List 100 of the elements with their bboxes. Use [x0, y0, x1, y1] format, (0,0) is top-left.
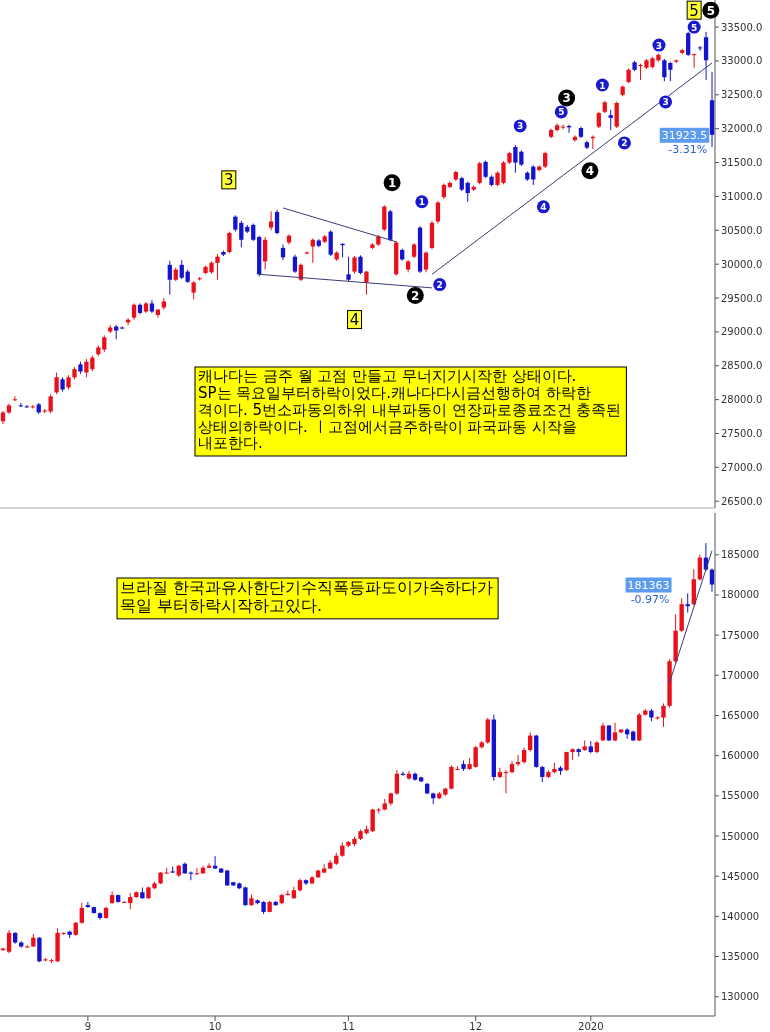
y-tick-label: 32500.0 [721, 89, 763, 101]
y-tick-label: 30000.0 [721, 258, 763, 270]
wave-label: 3 [558, 89, 576, 107]
y-tick-label: 165000 [721, 709, 760, 721]
y-tick-label: 30500.0 [721, 224, 763, 236]
y-tick-label: 28000.0 [721, 394, 763, 406]
y-tick-label: 170000 [721, 669, 760, 681]
candlestick [560, 124, 566, 130]
x-tick-label: 10 [208, 1021, 222, 1032]
candlestick [692, 53, 697, 69]
wave-label: 3 [513, 119, 527, 133]
wave-label: 5 [702, 1, 720, 19]
wave-label: 1 [595, 78, 609, 92]
annotation: 1 [418, 197, 425, 208]
candlestick [358, 254, 363, 275]
candlestick [328, 229, 333, 257]
y-tick-label: 29000.0 [721, 326, 763, 338]
annotation: 2 [436, 280, 443, 291]
y-tick-label: 150000 [721, 830, 760, 842]
candlestick [239, 220, 244, 248]
wave-label: 1 [415, 195, 429, 209]
candlestick [382, 204, 387, 232]
y-tick-label: 33500.0 [721, 21, 763, 33]
y-tick-label: 135000 [721, 951, 760, 963]
candlestick [477, 161, 482, 185]
candlestick [227, 231, 232, 254]
candlestick [364, 270, 369, 296]
annotation: 3 [662, 97, 669, 108]
candlestick [263, 236, 268, 271]
candlestick [54, 372, 59, 395]
wave-label: 3 [652, 38, 666, 52]
annotation: 4 [585, 164, 595, 179]
annotation: 브라질 한국과유사한단기수직폭등파도이가속하다가 목일 부터하락시작하고있다. [120, 578, 494, 616]
y-tick-label: 33000.0 [721, 55, 763, 67]
candlestick [310, 237, 315, 264]
candlestick [465, 181, 470, 203]
annotation: 1 [387, 176, 397, 191]
wave-label: 2 [406, 287, 424, 305]
candlestick [6, 929, 12, 954]
candlestick [18, 402, 23, 408]
annotation: 3 [517, 121, 524, 132]
candlestick [179, 259, 184, 280]
candlestick [215, 253, 220, 281]
candlestick [292, 254, 298, 274]
candlestick [167, 260, 172, 296]
y-tick-label: 185000 [721, 549, 760, 561]
candlestick [12, 395, 18, 402]
annotation: 3 [562, 91, 571, 106]
candlestick [423, 250, 429, 273]
annotation: 181363 [627, 578, 670, 592]
candlestick [274, 209, 280, 235]
wave-label: 3 [659, 95, 673, 109]
candlestick [191, 280, 196, 300]
wave-label: 4 [581, 162, 599, 180]
annotation: 31923.5 [661, 128, 708, 142]
x-tick-label: 11 [342, 1021, 355, 1032]
wave-label: 5 [686, 0, 702, 20]
candlestick [268, 210, 274, 231]
wave-label: 4 [347, 310, 362, 330]
candlestick [697, 45, 703, 52]
y-tick-label: 180000 [721, 589, 760, 601]
y-tick-label: 31000.0 [721, 190, 763, 202]
y-tick-label: 31500.0 [721, 157, 763, 169]
annotation: -3.31% [668, 142, 708, 156]
candlestick [614, 101, 619, 129]
candlestick [194, 867, 200, 876]
wave-label: 4 [536, 200, 550, 214]
wave-label: 5 [687, 20, 701, 34]
candlestick [612, 722, 618, 742]
candlestick [503, 769, 509, 794]
candlestick [709, 567, 715, 593]
candlestick [608, 109, 613, 131]
wave-label: 3 [221, 170, 237, 190]
wave-label: 2 [433, 278, 447, 292]
y-tick-label: 140000 [721, 910, 760, 922]
y-tick-label: 160000 [721, 750, 760, 762]
candlestick [212, 855, 218, 870]
candlestick [346, 256, 351, 282]
candlestick [662, 58, 667, 82]
x-tick-label: 9 [84, 1021, 92, 1032]
candlestick [37, 936, 42, 963]
annotation: 5 [691, 22, 698, 33]
candlestick [686, 31, 691, 57]
annotation: 1 [599, 80, 606, 91]
y-tick-label: 145000 [721, 870, 760, 882]
candlestick [661, 702, 666, 728]
y-tick-label: 27500.0 [721, 427, 763, 439]
y-tick-label: 155000 [721, 790, 760, 802]
wave-label: 2 [617, 136, 631, 150]
candlestick [668, 61, 673, 82]
y-tick-label: 130000 [721, 991, 760, 1003]
y-tick-label: 29500.0 [721, 292, 763, 304]
y-tick-label: 26500.0 [721, 495, 763, 507]
wave-label: 1 [383, 174, 401, 192]
candlestick [497, 767, 503, 779]
candlestick [48, 393, 53, 414]
candlestick [703, 31, 709, 81]
annotation: -0.97% [630, 592, 670, 606]
annotation: 5 [706, 3, 716, 18]
candlestick [79, 902, 84, 925]
